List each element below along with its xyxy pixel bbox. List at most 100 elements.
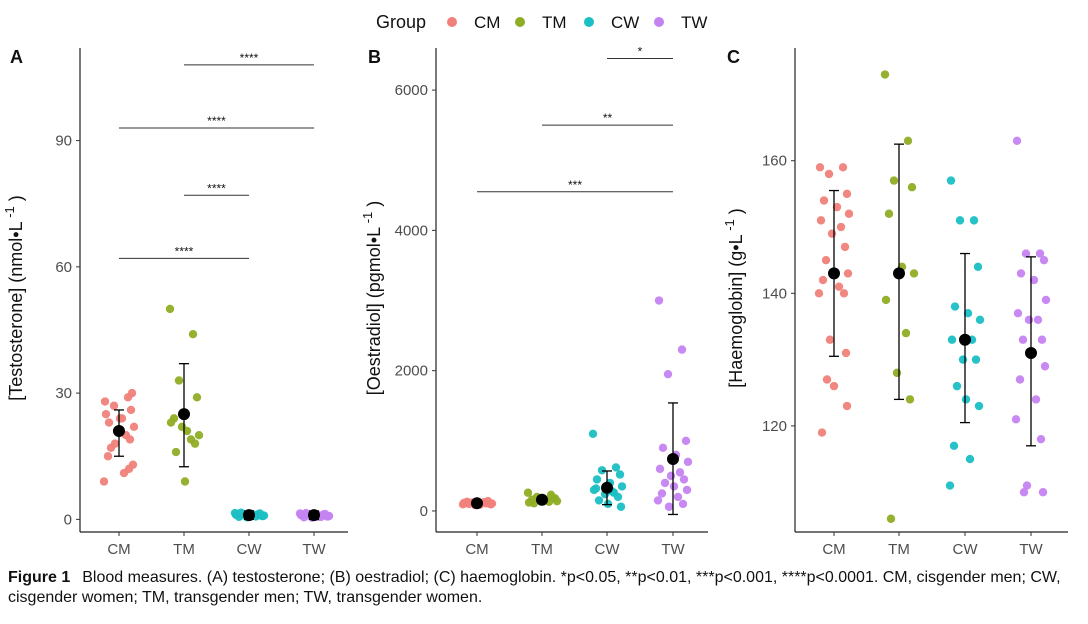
panel-c-point-tw <box>1011 415 1021 424</box>
panel-c-point-tw <box>1035 249 1045 258</box>
panel-b-significance-label: ** <box>603 111 613 125</box>
panel-b-point-tw <box>678 499 688 509</box>
legend-item-cw: CW <box>584 13 639 32</box>
panel-a-point-tm <box>190 439 200 448</box>
panel-c-point-cm <box>817 428 827 437</box>
panel-c-point-tw <box>1024 315 1034 325</box>
panel-a-point-cm <box>103 452 113 461</box>
panel-b-point-tw <box>683 457 693 467</box>
panel-c-point-tm <box>909 269 919 278</box>
panel-a-mean-cm <box>113 424 125 437</box>
panel-c-point-tm <box>881 295 891 305</box>
panel-c-point-tw <box>1013 309 1023 318</box>
panel-a-y-tick-label: 30 <box>55 385 72 402</box>
panel-a-mean-cw <box>243 509 255 522</box>
panel-c-point-cw <box>952 381 962 391</box>
panel-c-mean-tw <box>1025 346 1037 359</box>
legend-label-cm: CM <box>474 13 500 32</box>
panel-b-point-tm <box>529 499 539 508</box>
panel-c-point-tm <box>886 514 896 523</box>
panel-b-point-tw <box>655 464 665 474</box>
panel-b-point-tw <box>682 485 692 495</box>
panel-b-y-tick-label: 6000 <box>395 82 428 99</box>
panel-b-point-tw <box>658 443 668 453</box>
panel-a-letter: A <box>10 47 23 67</box>
panel-c-point-cw <box>950 302 960 311</box>
panel-a-point-cm <box>104 418 114 427</box>
panel-b-point-cw <box>588 429 598 438</box>
panel-c-point-cw <box>947 335 957 344</box>
panel-b-mean-cm <box>471 497 483 510</box>
panel-c-y-tick-label: 120 <box>762 418 787 435</box>
legend-label-tw: TW <box>681 13 707 32</box>
panel-b-significance-label: *** <box>568 178 582 192</box>
panel-a-significance-label: **** <box>207 181 226 195</box>
panel-a-point-tw <box>298 510 308 519</box>
panel-b-point-tw <box>666 471 676 481</box>
panel-c-point-tw <box>1021 249 1031 258</box>
panel-a-significance-label: **** <box>240 51 259 65</box>
panel-b: 0 2000 4000 6000 CM TM CW TW [Oestradiol] (pgmol… <box>360 45 708 558</box>
panel-c-point-cm <box>818 275 828 285</box>
legend-swatch-tm <box>515 17 525 27</box>
panel-a-mean-tw <box>308 509 320 522</box>
panel-c-point-cm <box>827 229 837 238</box>
panel-a-point-tm <box>166 418 176 427</box>
panel-c-point-tw <box>1039 255 1049 265</box>
caption-label: Figure 1 <box>8 569 71 586</box>
panel-b-point-cw <box>617 482 627 491</box>
panel-c-point-cm <box>814 289 824 298</box>
panel-b-y-tick-label: 0 <box>420 503 428 520</box>
panel-c-point-tm <box>889 176 899 185</box>
panel-a-point-cm <box>126 405 136 415</box>
panel-c-y-tick-label: 140 <box>762 285 787 302</box>
legend-item-tw: TW <box>654 13 707 32</box>
panel-c-point-cw <box>965 454 975 464</box>
panel-a-significance-label: **** <box>175 244 194 258</box>
panel-c-x-tick-label: CW <box>953 541 979 558</box>
panel-c-point-tw <box>1033 315 1043 325</box>
panel-c-point-tw <box>1019 488 1029 497</box>
panel-b-point-tw <box>653 496 663 505</box>
legend-swatch-tw <box>654 17 664 27</box>
legend-label-tm: TM <box>542 13 567 32</box>
legend-label-cw: CW <box>611 13 639 32</box>
panel-c-point-cm <box>841 348 851 358</box>
panel-a-point-cm <box>115 414 125 423</box>
panel-c-point-tw <box>1037 335 1047 344</box>
panel-c-point-tw <box>1015 375 1025 384</box>
panel-c-mean-tm <box>893 267 905 280</box>
panel-a-y-axis-label-text: [Testosterone] (nmol•L <box>6 221 26 400</box>
panel-b-y-tick-label: 4000 <box>395 222 428 239</box>
figure-caption: Figure 1 Blood measures. (A) testosterone… <box>8 568 1080 608</box>
panel-a-y-tick-label: 60 <box>55 259 72 276</box>
panel-b-mean-tm <box>536 493 548 506</box>
panel-a-x-tick-label: CM <box>107 541 130 558</box>
panel-a-y-tick-label: 0 <box>64 511 72 528</box>
panel-c-letter: C <box>727 47 740 67</box>
legend-swatch-cw <box>584 17 594 27</box>
panel-b-point-cw <box>616 502 626 511</box>
panel-c-point-cw <box>971 355 981 364</box>
legend-swatch-cm <box>447 17 457 27</box>
panel-a-y-axis-label: [Testosterone] (nmol•L -1 ) <box>2 195 26 401</box>
panel-b-y-axis-label: [Oestradiol] (pgmol•L -1 ) <box>360 201 384 396</box>
panel-c-point-cm <box>821 255 831 265</box>
panel-c-point-cm <box>842 189 852 199</box>
panel-a-point-tm <box>171 447 181 457</box>
panel-a-x-tick-label: TW <box>302 541 326 558</box>
panel-a-x-tick-label: CW <box>237 541 263 558</box>
panel-a-y-axis-label-close: ) <box>6 195 26 206</box>
panel-b-mean-tw <box>667 453 679 466</box>
panel-a-point-cw <box>258 511 268 521</box>
panel-b-point-tw <box>660 478 670 488</box>
panel-b-x-tick-label: CM <box>465 541 488 558</box>
panel-b-point-tw <box>673 492 683 502</box>
panel-c-point-tw <box>1012 136 1022 146</box>
panel-c-point-cm <box>832 202 842 212</box>
panel-c-x-tick-label: TW <box>1019 541 1043 558</box>
panel-a-mean-tm <box>178 408 190 421</box>
panel-c-y-tick-label: 160 <box>762 153 787 170</box>
panel-b-point-cm <box>461 498 471 507</box>
panel-b-point-cw <box>613 492 623 502</box>
